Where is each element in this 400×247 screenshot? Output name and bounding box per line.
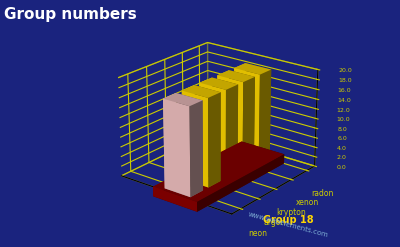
Text: Group 18: Group 18 (263, 215, 313, 225)
Text: www.webelements.com: www.webelements.com (247, 211, 329, 238)
Text: Group numbers: Group numbers (4, 7, 137, 22)
